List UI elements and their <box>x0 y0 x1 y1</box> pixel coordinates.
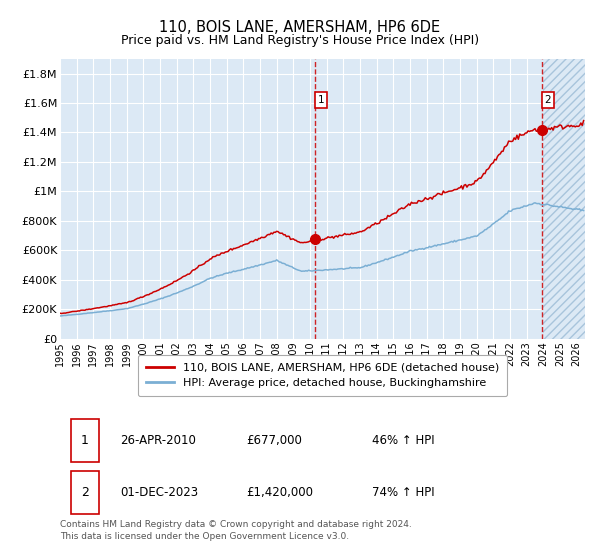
Text: 2: 2 <box>81 486 89 499</box>
Text: 1: 1 <box>318 95 325 105</box>
Text: 74% ↑ HPI: 74% ↑ HPI <box>373 486 435 499</box>
Text: £677,000: £677,000 <box>247 434 302 447</box>
Bar <box>544 59 585 339</box>
Text: 110, BOIS LANE, AMERSHAM, HP6 6DE: 110, BOIS LANE, AMERSHAM, HP6 6DE <box>160 20 440 35</box>
Text: £1,420,000: £1,420,000 <box>247 486 313 499</box>
Text: 46% ↑ HPI: 46% ↑ HPI <box>373 434 435 447</box>
Text: Contains HM Land Registry data © Crown copyright and database right 2024.
This d: Contains HM Land Registry data © Crown c… <box>60 520 412 542</box>
Legend: 110, BOIS LANE, AMERSHAM, HP6 6DE (detached house), HPI: Average price, detached: 110, BOIS LANE, AMERSHAM, HP6 6DE (detac… <box>138 354 507 396</box>
Text: 2: 2 <box>545 95 551 105</box>
Text: 01-DEC-2023: 01-DEC-2023 <box>121 486 199 499</box>
Text: 26-APR-2010: 26-APR-2010 <box>121 434 196 447</box>
Text: Price paid vs. HM Land Registry's House Price Index (HPI): Price paid vs. HM Land Registry's House … <box>121 34 479 46</box>
Text: 1: 1 <box>81 434 89 447</box>
FancyBboxPatch shape <box>71 419 100 463</box>
FancyBboxPatch shape <box>71 470 100 514</box>
